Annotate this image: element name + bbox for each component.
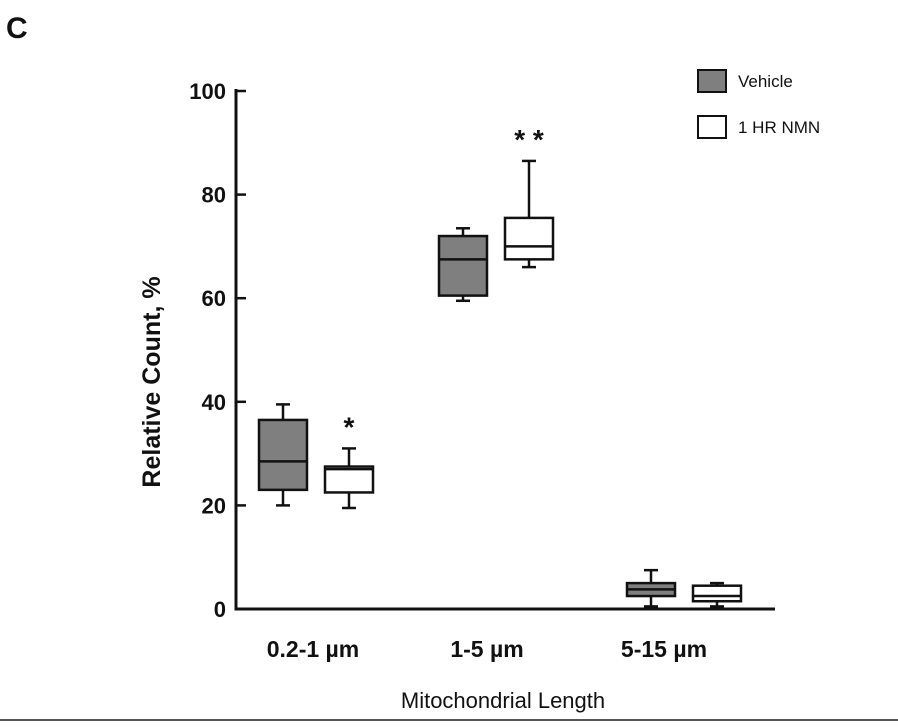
legend-swatch-1 bbox=[697, 115, 727, 139]
y-tick-label-4: 80 bbox=[202, 183, 226, 208]
y-tick-label-0: 0 bbox=[214, 597, 226, 622]
category-label-2: 5-15 µm bbox=[621, 636, 707, 662]
significance-mark-0: * bbox=[344, 411, 355, 442]
plot-area: * * * bbox=[257, 124, 743, 608]
y-tick-label-5: 100 bbox=[189, 79, 226, 104]
bottom-rule bbox=[0, 719, 898, 721]
legend-swatch-0 bbox=[697, 69, 727, 93]
box-0-0 bbox=[257, 403, 309, 507]
axes: 0 20 40 60 80 100 0.2-1 µm 1-5 µm 5-15 µm bbox=[189, 79, 775, 662]
legend-label-0: Vehicle bbox=[738, 72, 793, 91]
x-axis-title: Mitochondrial Length bbox=[401, 688, 605, 713]
category-label-1: 1-5 µm bbox=[450, 636, 523, 662]
box-rect-0-1 bbox=[437, 234, 489, 297]
box-rect-1-1 bbox=[503, 216, 555, 261]
box-rect-1-0 bbox=[323, 465, 375, 494]
box-1-2 bbox=[691, 581, 743, 608]
box-0-1 bbox=[437, 227, 489, 303]
box-rect-1-2 bbox=[691, 584, 743, 603]
y-tick-label-2: 40 bbox=[202, 390, 226, 415]
category-label-0: 0.2-1 µm bbox=[267, 636, 360, 662]
y-tick-label-1: 20 bbox=[202, 493, 226, 518]
box-0-2 bbox=[625, 568, 677, 608]
box-1-1 bbox=[503, 159, 555, 269]
y-tick-label-3: 60 bbox=[202, 286, 226, 311]
significance-mark-1: * * bbox=[514, 124, 544, 155]
legend-label-1: 1 HR NMN bbox=[738, 118, 820, 137]
box-1-0 bbox=[323, 447, 375, 510]
legend: Vehicle 1 HR NMN bbox=[697, 69, 820, 139]
y-axis-title: Relative Count, % bbox=[138, 276, 166, 487]
box-rect-0-0 bbox=[257, 418, 309, 492]
panel-label: C bbox=[6, 12, 28, 45]
